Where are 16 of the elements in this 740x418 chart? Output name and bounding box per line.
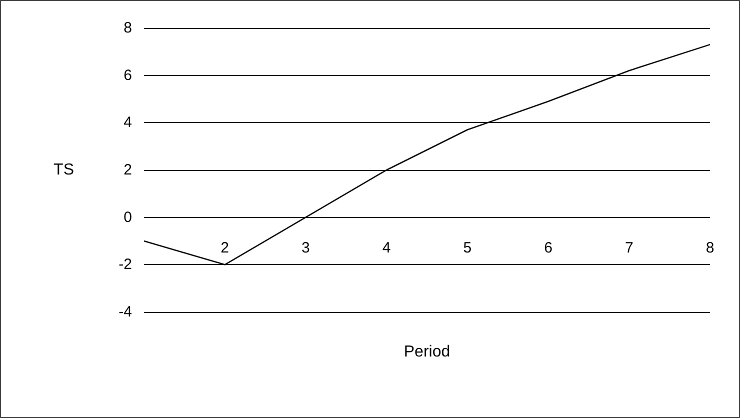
x-tick-label: 3 — [302, 240, 310, 257]
y-tick-label: 6 — [124, 66, 132, 84]
y-tick-label: 0 — [124, 208, 132, 226]
y-tick-label: 8 — [124, 20, 132, 36]
x-tick-label: 6 — [544, 240, 552, 257]
y-tick-label: -4 — [118, 304, 132, 320]
x-tick-label: 5 — [463, 240, 472, 257]
y-tick-label: 2 — [124, 162, 132, 178]
y-tick-label: -2 — [118, 256, 132, 274]
x-tick-label: 4 — [382, 240, 391, 257]
x-axis-title: Period — [404, 344, 450, 360]
y-axis-title: TS — [54, 162, 74, 178]
x-tick-label: 8 — [706, 240, 714, 257]
x-tick-label: 2 — [220, 240, 230, 257]
x-tick-label: 7 — [624, 240, 634, 257]
y-tick-label: 4 — [124, 114, 132, 132]
